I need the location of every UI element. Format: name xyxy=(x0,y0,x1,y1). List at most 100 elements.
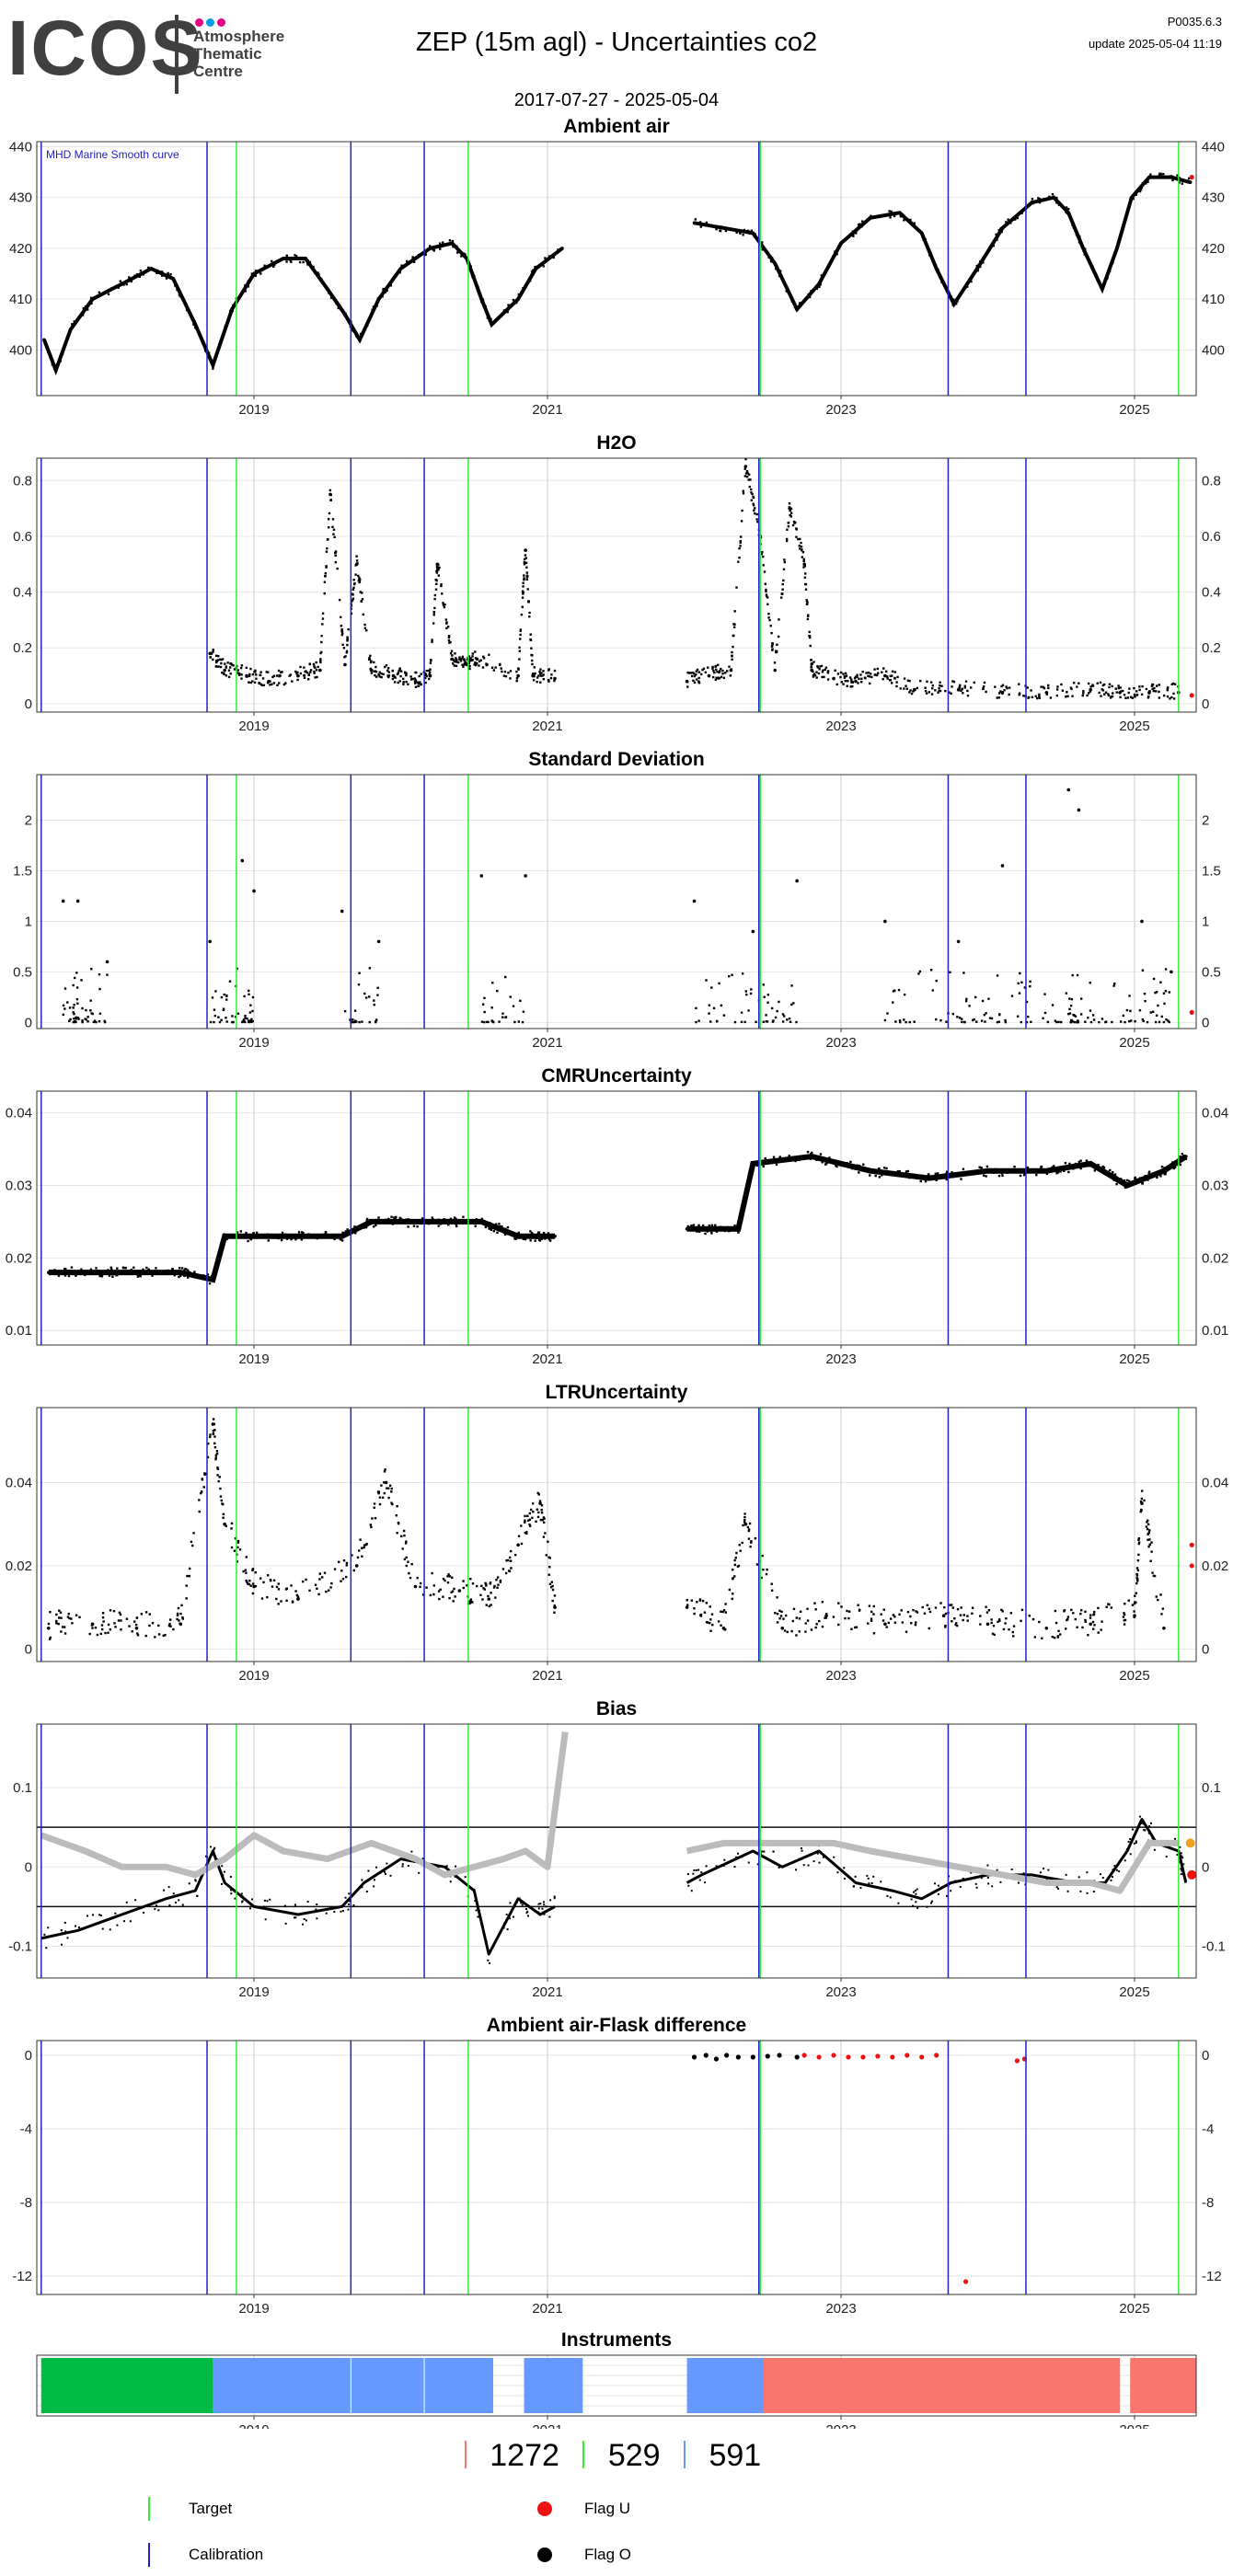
data-point xyxy=(882,677,884,681)
data-point xyxy=(429,1593,432,1597)
data-point xyxy=(468,262,471,266)
data-point xyxy=(715,227,718,231)
data-point xyxy=(918,970,922,973)
data-point xyxy=(929,252,933,255)
data-point xyxy=(833,253,836,256)
data-point xyxy=(296,678,299,682)
data-point xyxy=(354,1564,359,1568)
data-point xyxy=(1041,1637,1043,1639)
data-point xyxy=(147,266,150,270)
data-point xyxy=(108,1274,111,1277)
data-point xyxy=(734,1557,737,1559)
data-point xyxy=(883,1622,887,1627)
data-point xyxy=(772,1156,776,1158)
data-point xyxy=(1003,1170,1006,1174)
data-point xyxy=(890,2054,895,2060)
data-point xyxy=(275,1585,279,1589)
data-point xyxy=(245,1579,248,1582)
data-point xyxy=(468,664,471,668)
data-point xyxy=(446,1581,450,1584)
data-point xyxy=(881,671,883,673)
data-point xyxy=(932,261,935,264)
data-point xyxy=(1105,1605,1108,1608)
data-point xyxy=(239,293,243,296)
data-point xyxy=(84,1018,86,1020)
data-point xyxy=(280,1600,282,1603)
legend-calibration-label: Calibration xyxy=(189,2546,264,2563)
data-point xyxy=(340,1239,344,1242)
data-point xyxy=(437,569,440,571)
data-point xyxy=(536,1515,540,1519)
data-point xyxy=(1187,177,1191,180)
data-point xyxy=(1082,689,1085,693)
data-point xyxy=(1089,265,1093,269)
data-point xyxy=(761,550,764,554)
data-point xyxy=(218,1020,222,1024)
data-point xyxy=(107,1269,109,1271)
data-point xyxy=(740,1011,743,1014)
data-point xyxy=(295,1593,299,1597)
data-point xyxy=(55,1619,58,1623)
data-point xyxy=(404,672,407,674)
data-point xyxy=(481,302,485,305)
data-point xyxy=(261,677,265,680)
data-point xyxy=(916,686,919,690)
data-point xyxy=(1055,1020,1058,1024)
data-point xyxy=(743,1521,746,1524)
data-point xyxy=(536,1508,539,1511)
data-point xyxy=(847,1616,850,1620)
data-point xyxy=(821,1625,824,1628)
data-point xyxy=(704,671,708,674)
data-point xyxy=(353,1020,356,1024)
data-point xyxy=(1027,696,1030,699)
data-point xyxy=(747,1537,751,1540)
data-point xyxy=(457,1589,462,1593)
data-point xyxy=(380,675,383,679)
data-point xyxy=(528,1518,532,1521)
data-point xyxy=(390,1501,393,1504)
data-point xyxy=(750,1541,753,1544)
data-point xyxy=(271,1585,274,1588)
data-point xyxy=(842,683,845,685)
y-tick-label-right: -8 xyxy=(1202,2195,1214,2211)
bias-point xyxy=(553,1897,556,1900)
data-point xyxy=(490,666,494,669)
data-point xyxy=(1128,995,1131,997)
data-point xyxy=(1124,1603,1126,1605)
data-point xyxy=(95,1267,98,1270)
plot-area xyxy=(37,1091,1196,1345)
data-point xyxy=(802,566,805,569)
data-point xyxy=(453,1216,456,1219)
data-point xyxy=(967,1170,970,1174)
data-point xyxy=(185,308,189,312)
data-point xyxy=(133,274,136,277)
data-point xyxy=(448,239,452,242)
data-point xyxy=(455,1225,458,1228)
data-point xyxy=(1147,1176,1149,1179)
data-point xyxy=(522,286,524,290)
data-point xyxy=(852,235,855,237)
data-point xyxy=(534,265,536,269)
data-point xyxy=(86,1020,89,1023)
data-point xyxy=(788,502,791,505)
data-point xyxy=(710,986,713,989)
data-point xyxy=(1112,984,1115,987)
data-point xyxy=(399,1217,403,1221)
legend-flag-o-icon xyxy=(537,2547,552,2562)
x-tick-label: 2019 xyxy=(238,719,269,734)
bias-point xyxy=(220,1882,223,1885)
data-point xyxy=(1101,684,1105,687)
data-point xyxy=(532,269,535,271)
data-point xyxy=(928,1607,931,1610)
data-point xyxy=(59,1611,63,1615)
data-point xyxy=(697,671,700,673)
data-point xyxy=(1003,688,1006,692)
data-point xyxy=(277,1603,280,1605)
data-point xyxy=(924,689,928,693)
data-point xyxy=(237,672,241,675)
data-point xyxy=(540,1512,544,1514)
data-point xyxy=(428,1220,432,1224)
data-point xyxy=(788,1155,790,1157)
data-point xyxy=(773,261,778,266)
data-point xyxy=(1007,218,1009,221)
